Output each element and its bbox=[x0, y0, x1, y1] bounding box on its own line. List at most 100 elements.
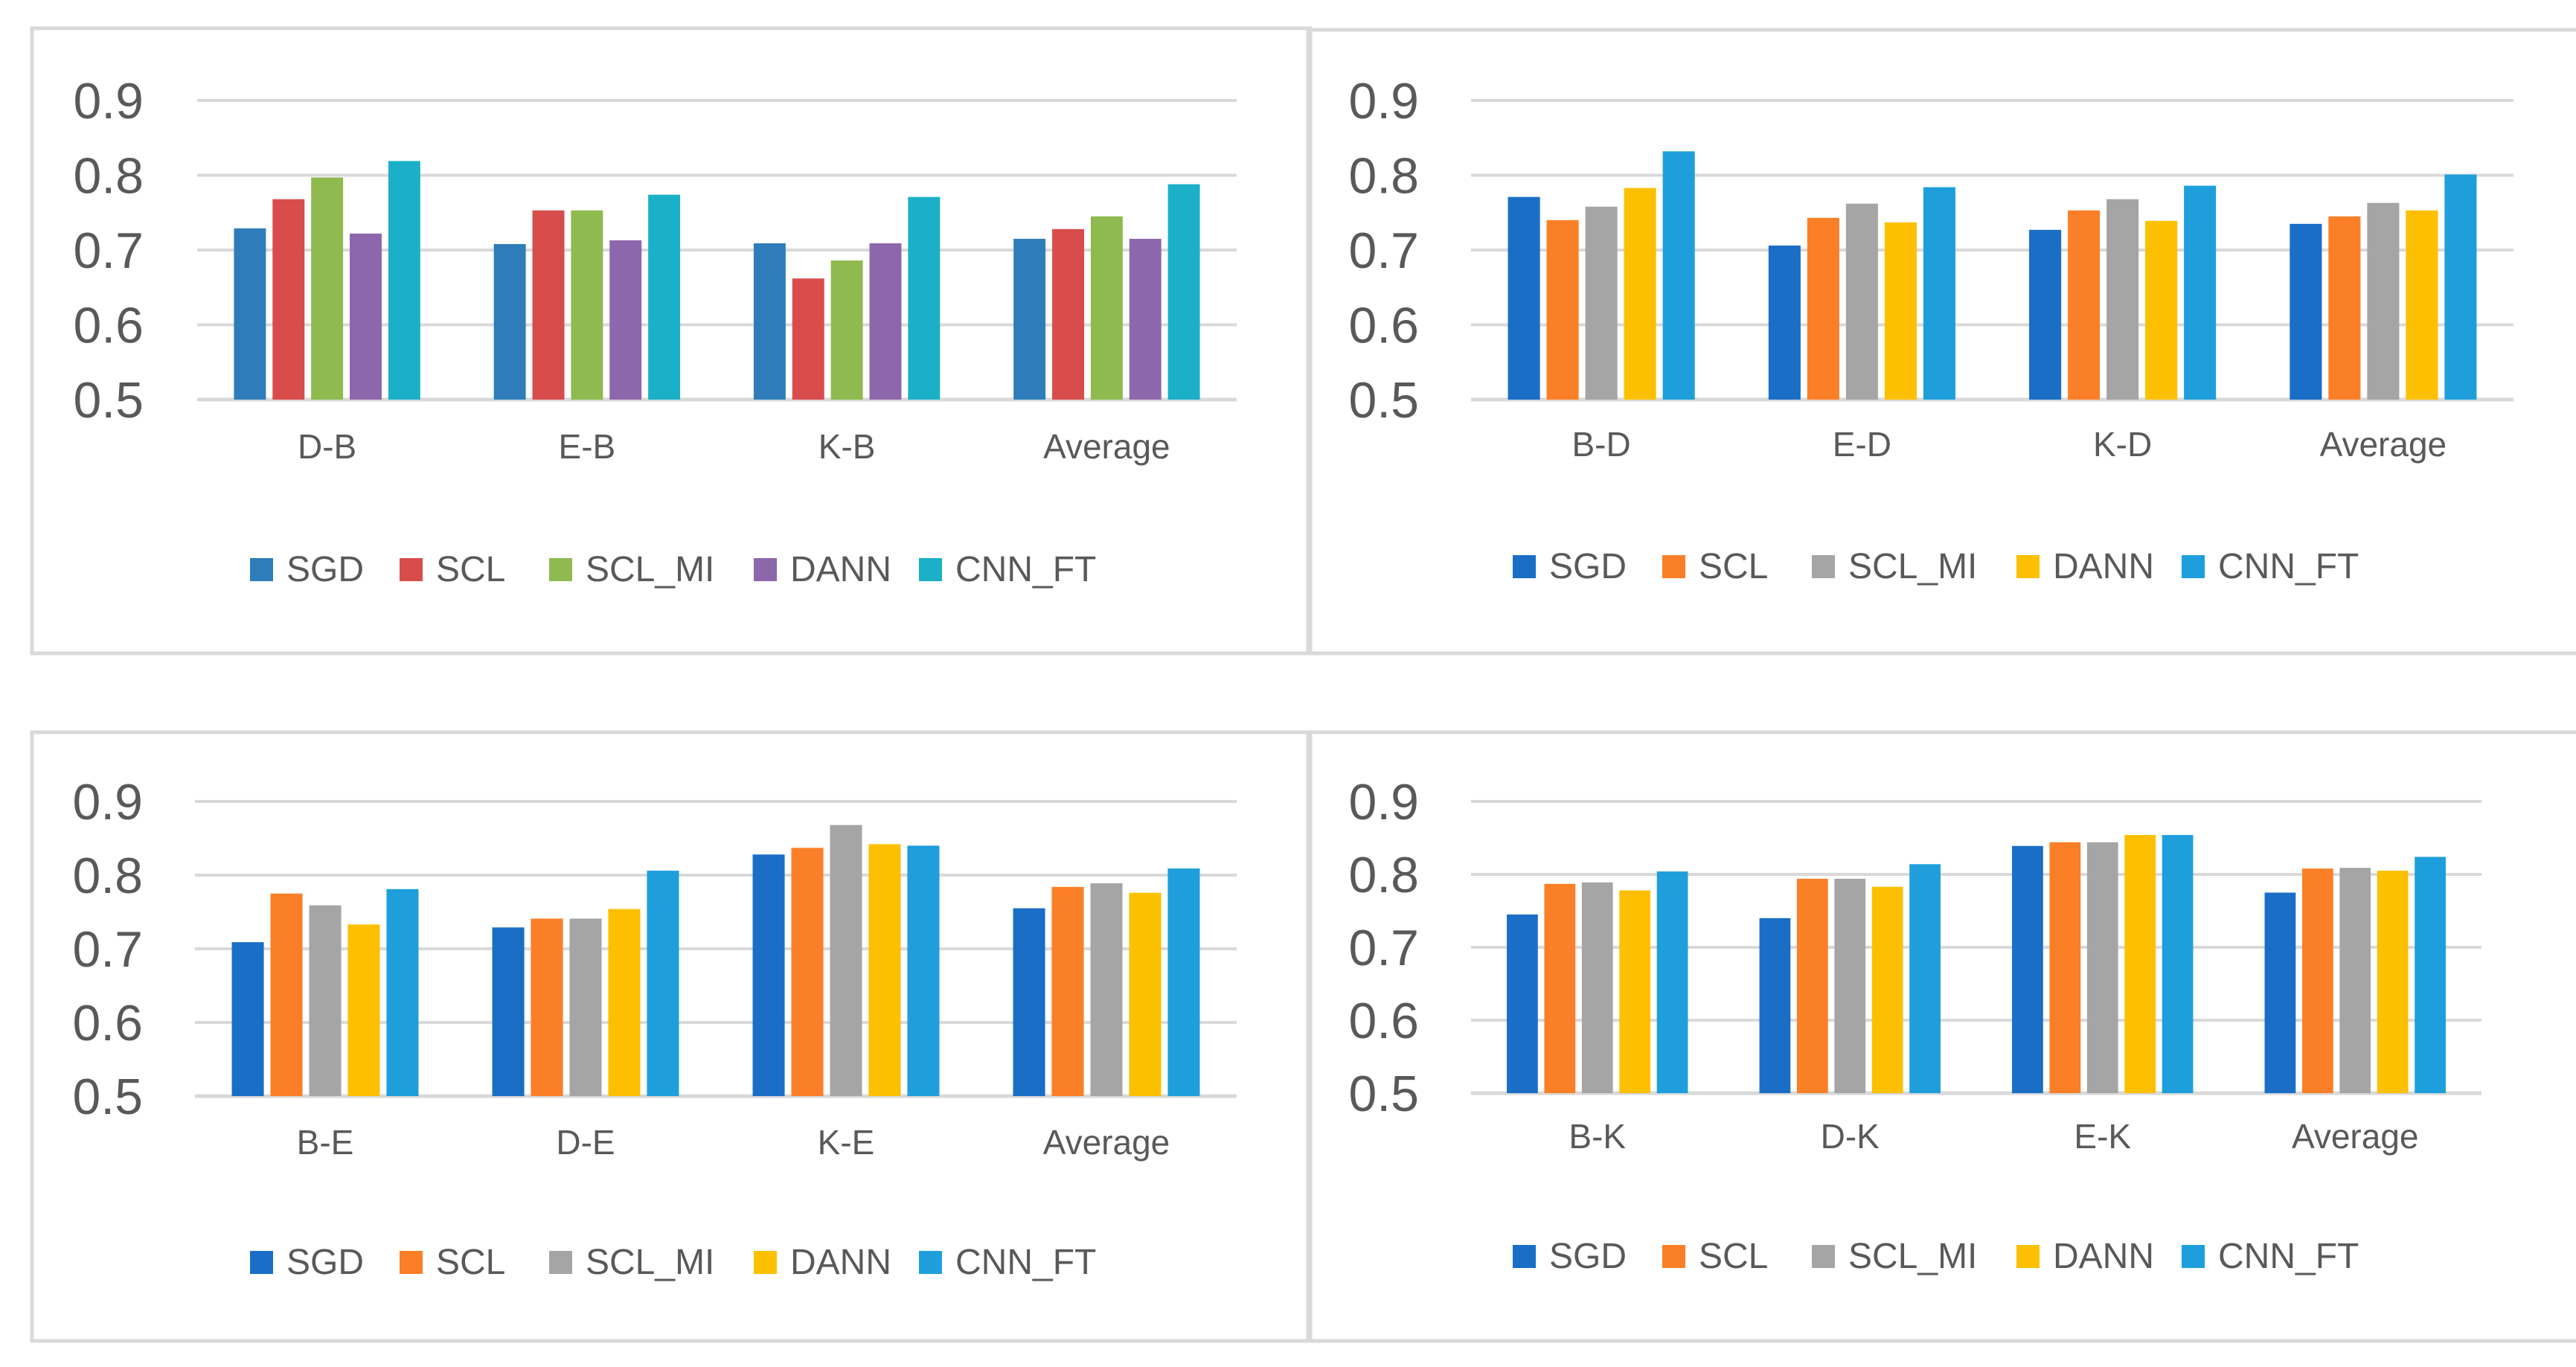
y-tick-label: 0.7 bbox=[1348, 223, 1419, 279]
bar-scl_mi-e-k bbox=[2086, 842, 2118, 1093]
bar-cnn_ft-e-d bbox=[1923, 187, 1955, 400]
bar-sgd-average bbox=[2264, 892, 2296, 1093]
bar-scl-e-k bbox=[2049, 842, 2081, 1093]
bar-scl-average bbox=[2328, 216, 2361, 400]
bar-scl-b-k bbox=[1544, 883, 1576, 1093]
bar-scl-d-k bbox=[1796, 878, 1828, 1093]
bar-scl-k-b bbox=[792, 278, 824, 400]
x-category-label: K-B bbox=[818, 427, 876, 466]
bar-sgd-b-k bbox=[1507, 914, 1538, 1093]
y-tick-label: 0.5 bbox=[1348, 372, 1419, 429]
x-category-label: Average bbox=[2320, 425, 2447, 464]
x-category-label: Average bbox=[1043, 1123, 1170, 1162]
bar-scl_mi-b-d bbox=[1585, 206, 1618, 400]
legend-label-cnn_ft: CNN_FT bbox=[955, 1243, 1096, 1282]
y-tick-label: 0.6 bbox=[1348, 993, 1419, 1049]
legend-swatch-dann bbox=[754, 558, 777, 581]
y-tick-label: 0.8 bbox=[1348, 847, 1419, 903]
y-tick-label: 0.8 bbox=[72, 848, 143, 904]
chart-3: 0.5 0.6 0.7 0.8 0.9 B-E D-E K-E Average SGD SCL SCL… bbox=[30, 730, 1313, 1343]
chart-panel-border bbox=[1306, 730, 2576, 1343]
bar-scl-b-e bbox=[270, 893, 303, 1096]
legend-label-scl_mi: SCL_MI bbox=[586, 1243, 714, 1282]
bar-sgd-e-d bbox=[1768, 245, 1801, 400]
bar-scl-average bbox=[2301, 868, 2333, 1093]
bar-sgd-k-d bbox=[2029, 229, 2062, 400]
x-category-label: E-B bbox=[559, 427, 616, 466]
bar-sgd-e-k bbox=[2012, 845, 2043, 1093]
bar-cnn_ft-average bbox=[2415, 857, 2446, 1093]
x-category-label: E-D bbox=[1833, 425, 1891, 464]
legend-swatch-scl_mi bbox=[1812, 555, 1835, 578]
bar-dann-k-e bbox=[868, 844, 901, 1096]
bar-scl-b-d bbox=[1546, 220, 1579, 400]
bar-cnn_ft-e-b bbox=[648, 194, 681, 400]
legend-swatch-cnn_ft bbox=[919, 1251, 942, 1274]
bar-cnn_ft-d-e bbox=[647, 871, 679, 1096]
legend-swatch-cnn_ft bbox=[919, 558, 942, 581]
chart-1: 0.5 0.6 0.7 0.8 0.9 D-B E-B K-B Average SGD SCL SCL… bbox=[30, 26, 1313, 656]
legend-swatch-cnn_ft bbox=[2182, 555, 2205, 578]
legend-label-scl: SCL bbox=[436, 1243, 505, 1282]
legend-label-scl: SCL bbox=[1699, 1237, 1768, 1276]
legend-label-cnn_ft: CNN_FT bbox=[955, 550, 1096, 589]
bar-scl_mi-k-e bbox=[830, 825, 862, 1096]
bar-scl_mi-d-k bbox=[1834, 878, 1866, 1093]
bar-sgd-k-e bbox=[752, 854, 785, 1096]
bar-cnn_ft-b-d bbox=[1662, 151, 1695, 400]
bar-scl_mi-b-k bbox=[1581, 882, 1613, 1093]
x-category-label: B-E bbox=[297, 1123, 354, 1162]
bar-scl_mi-e-b bbox=[571, 210, 603, 400]
legend-label-cnn_ft: CNN_FT bbox=[2218, 547, 2359, 586]
y-tick-label: 0.5 bbox=[1348, 1066, 1419, 1122]
y-tick-label: 0.8 bbox=[1348, 148, 1419, 205]
chart-panel-border bbox=[30, 730, 1313, 1343]
y-tick-label: 0.9 bbox=[73, 73, 144, 129]
legend-label-scl: SCL bbox=[1699, 547, 1768, 586]
y-tick-label: 0.7 bbox=[72, 921, 143, 978]
bar-cnn_ft-d-k bbox=[1909, 864, 1941, 1093]
y-tick-label: 0.9 bbox=[1348, 73, 1419, 129]
bar-sgd-e-b bbox=[493, 243, 526, 400]
legend-label-scl_mi: SCL_MI bbox=[586, 550, 714, 589]
legend-swatch-scl bbox=[400, 558, 423, 581]
bar-scl-average bbox=[1051, 886, 1084, 1096]
bar-cnn_ft-k-b bbox=[908, 196, 941, 400]
bar-dann-b-k bbox=[1619, 890, 1651, 1093]
y-tick-label: 0.9 bbox=[72, 774, 143, 830]
bar-scl_mi-average bbox=[2339, 868, 2371, 1093]
legend-swatch-dann bbox=[2016, 1245, 2040, 1268]
bar-dann-d-b bbox=[350, 233, 382, 400]
y-tick-label: 0.7 bbox=[73, 223, 144, 279]
legend-label-sgd: SGD bbox=[1549, 1237, 1627, 1276]
legend-label-sgd: SGD bbox=[286, 1243, 364, 1282]
legend-label-scl_mi: SCL_MI bbox=[1848, 547, 1977, 586]
bar-dann-average bbox=[1129, 892, 1162, 1096]
bar-scl-e-d bbox=[1807, 217, 1839, 400]
bar-sgd-d-e bbox=[492, 927, 525, 1096]
bar-dann-average bbox=[1129, 238, 1162, 400]
legend-swatch-scl_mi bbox=[549, 558, 572, 581]
bar-scl_mi-k-b bbox=[830, 260, 863, 400]
x-category-label: E-K bbox=[2074, 1117, 2131, 1156]
bar-scl_mi-d-e bbox=[569, 918, 602, 1096]
bar-sgd-d-k bbox=[1759, 918, 1791, 1093]
y-tick-label: 0.5 bbox=[72, 1069, 143, 1125]
x-category-label: K-D bbox=[2093, 425, 2152, 464]
bar-dann-e-d bbox=[1884, 222, 1917, 400]
bar-scl_mi-e-d bbox=[1845, 203, 1878, 400]
bar-cnn_ft-average bbox=[2444, 174, 2477, 400]
chart-2: 0.5 0.6 0.7 0.8 0.9 B-D E-D K-D Average SGD SCL SCL… bbox=[1306, 28, 2576, 656]
bar-dann-b-d bbox=[1624, 188, 1656, 400]
legend-swatch-scl_mi bbox=[1812, 1245, 1835, 1268]
legend-label-sgd: SGD bbox=[286, 550, 364, 589]
bar-dann-b-e bbox=[347, 924, 380, 1096]
x-category-label: B-D bbox=[1572, 425, 1631, 464]
bar-sgd-b-d bbox=[1508, 196, 1540, 400]
legend-swatch-cnn_ft bbox=[2182, 1245, 2205, 1268]
y-tick-label: 0.7 bbox=[1348, 920, 1419, 976]
bar-dann-e-b bbox=[609, 240, 642, 400]
legend-swatch-dann bbox=[2016, 555, 2040, 578]
bar-dann-average bbox=[2377, 871, 2409, 1093]
